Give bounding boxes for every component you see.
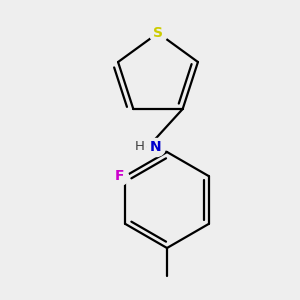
- Text: N: N: [150, 140, 162, 154]
- Text: S: S: [153, 26, 163, 40]
- Text: H: H: [135, 140, 145, 154]
- Text: F: F: [115, 169, 124, 183]
